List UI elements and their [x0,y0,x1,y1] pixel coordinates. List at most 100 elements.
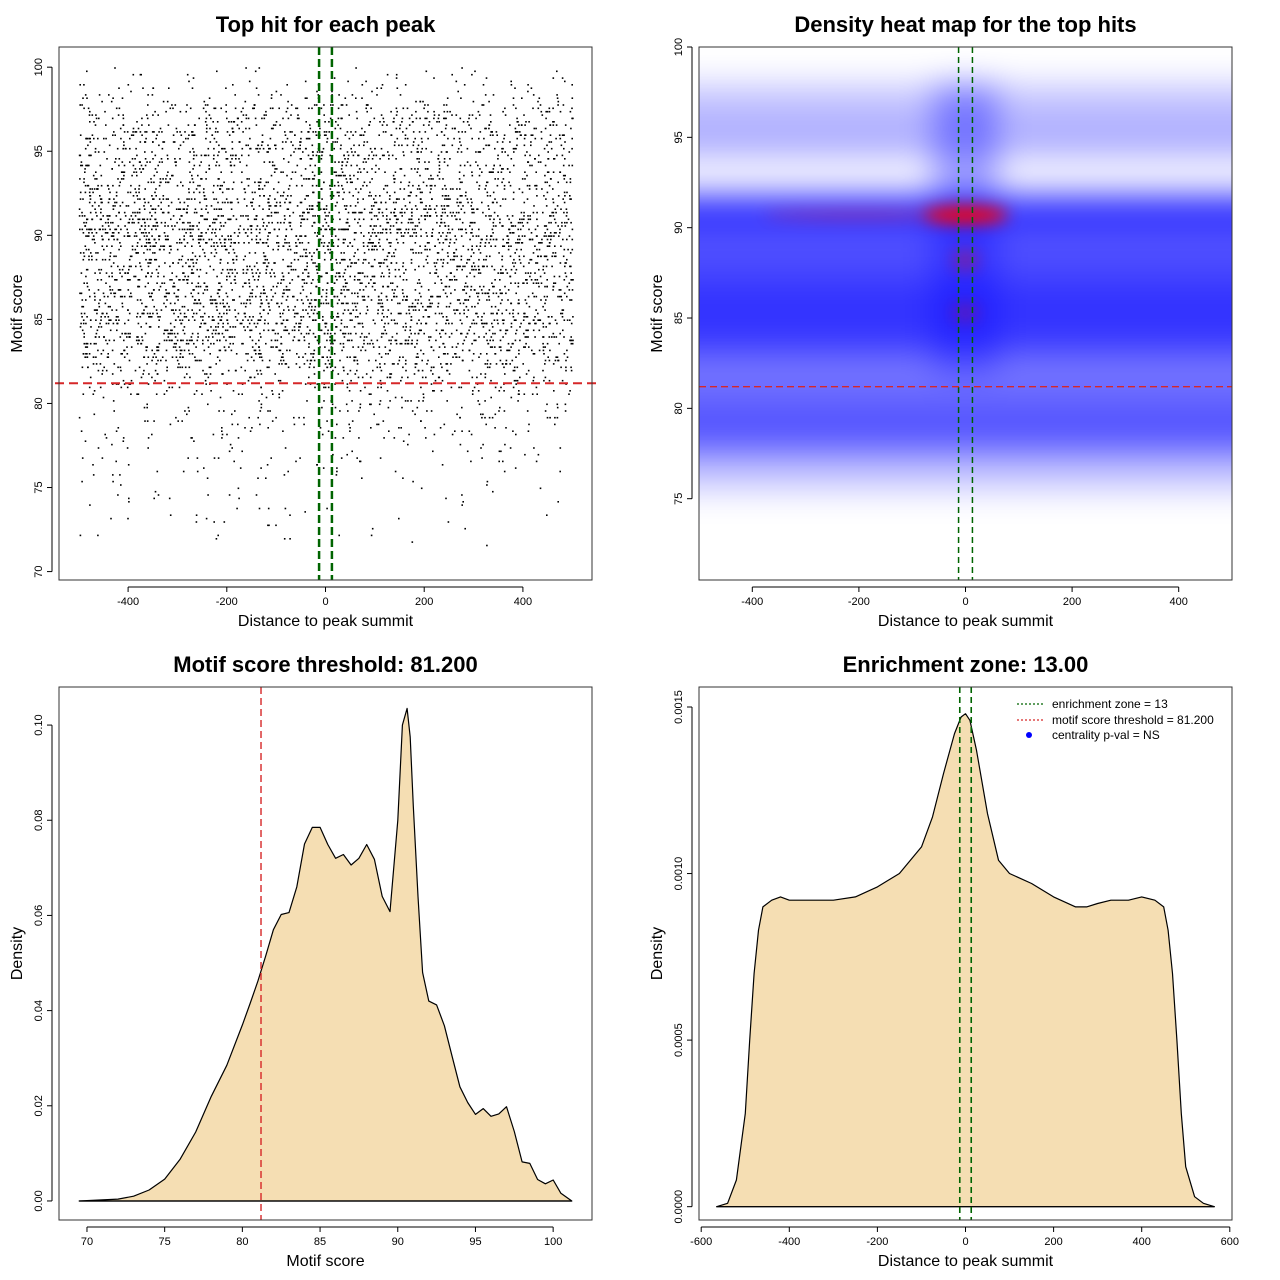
scatter-point [352,134,354,136]
scatter-point [474,265,476,268]
scatter-point [210,326,212,328]
scatter-point [255,326,257,328]
scatter-point [511,232,514,234]
scatter-point [246,178,248,180]
scatter-point [83,255,86,258]
scatter-point [199,268,202,271]
scatter-point [558,295,561,298]
scatter-point [359,289,361,291]
scatter-point [455,114,458,116]
scatter-point [396,87,399,89]
scatter-point [543,255,546,258]
scatter-point [228,305,230,308]
scatter-point [384,329,386,332]
scatter-point [461,181,463,184]
scatter-point [550,238,552,241]
scatter-point [363,181,366,184]
scatter-point [331,403,334,406]
scatter-point [354,205,357,207]
scatter-point [243,302,245,305]
scatter-point [510,84,513,86]
scatter-point [392,225,395,227]
scatter-point [238,295,241,298]
scatter-point [199,285,202,288]
scatter-point [364,386,366,389]
scatter-point [304,198,306,200]
scatter-point [518,302,520,305]
scatter-point [385,218,388,221]
scatter-point [470,285,473,288]
scatter-point [205,232,207,234]
scatter-point [469,326,472,328]
scatter-point [112,235,115,237]
scatter-point [412,131,415,133]
scatter-point [244,329,246,332]
scatter-point [347,289,350,291]
scatter-point [139,238,141,241]
scatter-point [565,215,568,217]
scatter-point [545,117,547,120]
scatter-point [341,117,343,120]
scatter-point [373,225,375,227]
scatter-point [450,292,452,295]
scatter-point [501,312,503,315]
scatter-point [183,332,186,335]
scatter-point [536,393,538,395]
scatter-point [418,292,421,295]
scatter-point [227,262,229,264]
scatter-point [205,171,207,173]
scatter-point [131,174,133,177]
scatter-point [329,336,331,338]
scatter-point [334,437,337,439]
scatter-point [542,305,544,308]
scatter-point [183,235,185,237]
scatter-point [415,110,417,113]
scatter-point [218,164,221,167]
scatter-point [457,90,459,93]
scatter-point [548,107,551,110]
scatter-point [193,154,195,157]
scatter-point [220,285,223,288]
scatter-point [532,319,535,321]
scatter-point [336,137,339,140]
scatter-point [103,366,105,369]
scatter-point [285,228,288,231]
scatter-point [263,221,265,224]
scatter-point [461,322,463,325]
scatter-point [223,242,226,244]
scatter-point [257,416,259,419]
scatter-point [393,117,395,120]
scatter-point [270,174,273,177]
scatter-point [351,450,353,453]
scatter-point [439,332,441,335]
scatter-point [501,258,503,261]
scatter-point [172,174,174,177]
scatter-point [166,100,169,103]
scatter-point [200,161,202,163]
scatter-point [229,218,232,221]
scatter-point [155,309,158,311]
scatter-point [416,406,419,409]
scatter-point [145,137,147,140]
scatter-point [170,329,172,332]
scatter-point [113,238,115,241]
scatter-point [306,359,309,362]
scatter-point [289,225,291,227]
scatter-point [232,154,234,157]
scatter-point [281,295,284,298]
scatter-point [153,174,156,177]
scatter-point [457,147,460,150]
scatter-point [127,84,130,86]
scatter-point [228,252,230,254]
scatter-point [198,242,200,244]
scatter-point [230,171,233,173]
scatter-point [214,218,217,221]
scatter-point [300,201,303,204]
scatter-point [114,67,116,69]
scatter-point [156,349,158,352]
scatter-point [180,339,182,342]
scatter-point [84,191,87,194]
scatter-point [325,299,327,301]
scatter-point [501,272,503,274]
scatter-point [171,104,173,106]
